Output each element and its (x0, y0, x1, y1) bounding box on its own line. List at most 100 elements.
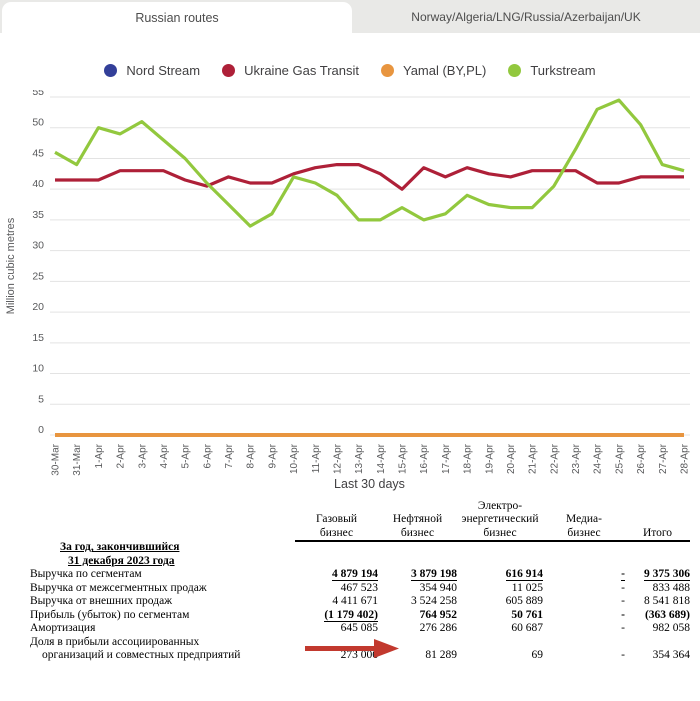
table-cell: 4 411 671 (295, 595, 378, 608)
x-tick-label: 28-Apr (680, 443, 691, 474)
cell-value: - (621, 608, 625, 621)
legend-item-yamal-by-pl-[interactable]: Yamal (BY,PL) (380, 63, 487, 78)
table-cell: 3 524 258 (378, 595, 457, 608)
y-tick-label: 5 (38, 393, 44, 405)
y-tick-label: 40 (32, 178, 44, 190)
x-tick-label: 25-Apr (614, 443, 625, 474)
legend-item-nord-stream[interactable]: Nord Stream (104, 63, 200, 78)
table-cell: 605 889 (457, 595, 543, 608)
table-cell: 645 085 (295, 622, 378, 635)
cell-value: 69 (531, 648, 544, 661)
y-tick-label: 50 (32, 117, 44, 129)
y-tick-label: 10 (32, 363, 44, 375)
column-header: Электро-энергетический бизнес (457, 500, 543, 543)
gas-flows-line-chart: 0 5 10 15 20 25 30 35 40 45 50 55 Million cubic metr… (5, 90, 691, 491)
x-tick-label: 7-Apr (224, 443, 235, 468)
tab-russian-routes-label: Russian routes (135, 10, 219, 25)
legend-label: Yamal (BY,PL) (402, 63, 487, 78)
cell-value: (363 689) (644, 608, 690, 621)
legend-label: Turkstream (530, 63, 596, 78)
table-cell: - (543, 582, 625, 595)
y-tick-label: 30 (32, 240, 44, 252)
table-cell: 764 952 (378, 609, 457, 622)
cell-value: (1 179 402) (324, 608, 378, 622)
y-tick-label: 15 (32, 332, 44, 344)
table-cell: 467 523 (295, 582, 378, 595)
column-header: Медиа-бизнес (543, 500, 625, 543)
segment-financials-table: Газовый бизнес Нефтяной бизнес Электро-энерг… (30, 500, 690, 662)
table-row: Выручка от межсегментных продаж 467 523 35… (30, 582, 690, 595)
cell-value: 354 940 (419, 581, 457, 594)
table-row: Выручка по сегментам 4 879 194 3 879 198 61… (30, 568, 690, 582)
tab-russian-routes[interactable]: Russian routes (2, 2, 352, 33)
cell-value: 11 025 (511, 581, 543, 594)
x-tick-label: 6-Apr (202, 443, 213, 468)
table-cell: 3 879 198 (378, 568, 457, 582)
x-tick-label: 26-Apr (636, 443, 647, 474)
red-arrow-shaft (305, 646, 377, 651)
x-tick-label: 31-Mar (72, 443, 83, 475)
cell-value: 616 914 (505, 568, 543, 582)
cell-value: 273 006 (340, 648, 378, 661)
table-row: Амортизация 645 085 276 286 60 687 - 982 058 (30, 622, 690, 635)
column-header: Итого (625, 500, 690, 543)
table-cell: 273 006 (295, 636, 378, 663)
table-row: Прибыль (убыток) по сегментам (1 179 402)… (30, 608, 690, 622)
cell-value: 354 364 (652, 648, 690, 661)
legend-label: Ukraine Gas Transit (244, 63, 359, 78)
x-tick-label: 20-Apr (506, 443, 517, 474)
table-cell: 8 541 818 (625, 595, 690, 608)
cell-value: 467 523 (340, 581, 378, 594)
x-tick-label: 19-Apr (484, 443, 495, 474)
cell-value: 764 952 (419, 608, 457, 621)
x-tick-label: 13-Apr (354, 443, 365, 474)
table-cell: (1 179 402) (295, 608, 378, 622)
legend-dot (380, 64, 394, 77)
x-tick-label: 10-Apr (289, 443, 300, 474)
y-tick-label: 25 (32, 270, 44, 282)
table-cell: (363 689) (625, 609, 690, 622)
spacer-cell (295, 541, 690, 568)
period-title: За год, закончившийся 31 декабря 2023 год… (60, 541, 180, 567)
legend-item-turkstream[interactable]: Turkstream (508, 63, 596, 78)
x-tick-label: 4-Apr (159, 443, 170, 468)
x-tick-label: 3-Apr (137, 443, 148, 468)
row-label: Выручка по сегментам (30, 568, 142, 581)
chart-legend: Nord Stream Ukraine Gas Transit Yamal (BY,… (0, 63, 700, 78)
y-tick-label: 55 (32, 90, 44, 98)
row-label: Прибыль (убыток) по сегментам (30, 608, 190, 621)
series-line-ukraine-gas-transit (55, 162, 684, 191)
x-tick-label: 14-Apr (376, 443, 387, 474)
table-cell: 60 687 (457, 622, 543, 635)
y-tick-label: 45 (32, 147, 44, 159)
legend-item-ukraine-gas-transit[interactable]: Ukraine Gas Transit (222, 63, 359, 78)
cell-value: 982 058 (652, 622, 690, 635)
legend-dot (508, 64, 522, 77)
legend-label: Nord Stream (126, 63, 201, 78)
x-tick-label: 15-Apr (398, 443, 409, 474)
red-arrow-head (374, 639, 399, 658)
table-cell: 354 940 (378, 582, 457, 595)
cell-value: 9 375 306 (644, 568, 690, 582)
red-arrow-annotation (305, 639, 399, 658)
table-cell: 276 286 (378, 622, 457, 635)
table-cell: 9 375 306 (625, 568, 690, 582)
table-cell: - (543, 595, 625, 608)
y-tick-label: 35 (32, 209, 44, 221)
row-label: Выручка от межсегментных продаж (30, 581, 207, 594)
x-tick-label: 21-Apr (528, 443, 539, 474)
cell-value: - (621, 648, 625, 661)
y-tick-label: 0 (38, 424, 44, 436)
tab-norway-algeria-lng[interactable]: Norway/Algeria/LNG/Russia/Azerbaijan/UK (352, 0, 700, 33)
cell-value: - (621, 581, 625, 594)
table-cell: 50 761 (457, 609, 543, 622)
table-cell: - (543, 622, 625, 635)
table-cell: 4 879 194 (295, 568, 378, 582)
cell-value: 60 687 (511, 622, 543, 635)
x-tick-label: 16-Apr (419, 443, 430, 474)
cell-value: 276 286 (419, 622, 457, 635)
x-tick-label: 12-Apr (332, 443, 343, 474)
tab-bar: Russian routes Norway/Algeria/LNG/Russia… (0, 0, 700, 33)
cell-value: 50 761 (511, 608, 543, 621)
column-header: Нефтяной бизнес (378, 500, 457, 543)
